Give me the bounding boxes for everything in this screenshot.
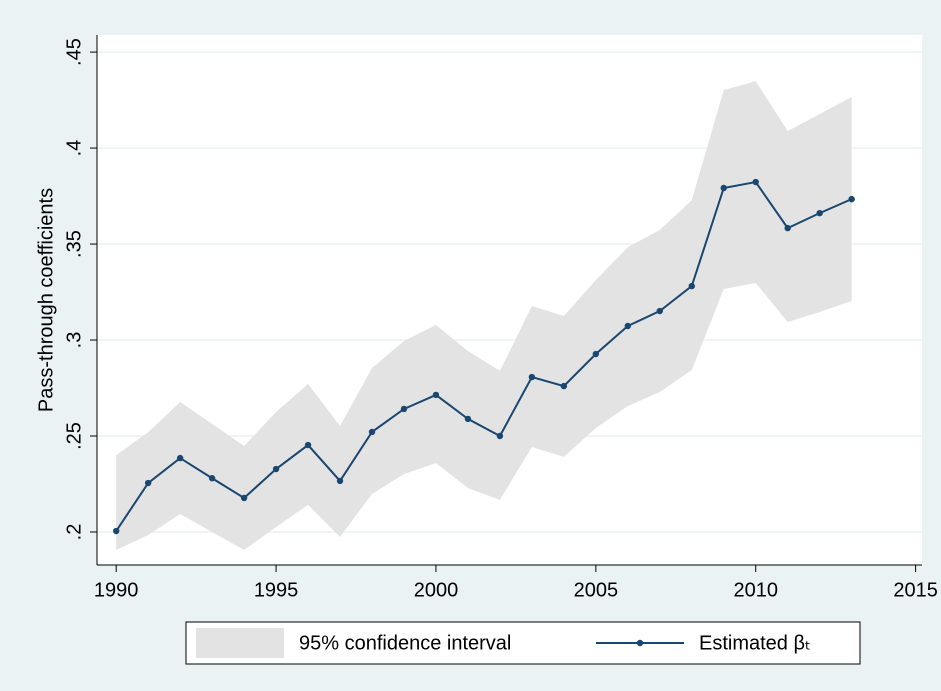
point <box>592 350 600 358</box>
point <box>496 432 504 440</box>
point <box>432 391 440 399</box>
y-tick-label: .4 <box>63 140 85 157</box>
y-axis-label: Pass-through coefficients <box>35 188 57 412</box>
x-tick-label: 1995 <box>254 579 299 601</box>
legend-label: Estimated βₜ <box>699 632 811 654</box>
point <box>624 322 632 330</box>
point <box>304 441 312 449</box>
x-tick-label: 1990 <box>94 579 139 601</box>
point <box>144 479 152 487</box>
point <box>464 415 472 423</box>
y-tick-label: .2 <box>63 524 85 541</box>
x-tick-label: 2015 <box>893 579 938 601</box>
point <box>336 477 344 485</box>
point <box>784 224 791 232</box>
x-tick-label: 2000 <box>414 579 459 601</box>
point <box>816 209 823 217</box>
point <box>208 475 216 482</box>
legend-swatch <box>196 628 284 658</box>
legend <box>185 621 861 665</box>
x-tick-label: 2005 <box>574 579 619 601</box>
point <box>560 382 568 390</box>
point <box>720 184 727 192</box>
point <box>176 454 184 462</box>
point <box>656 307 663 315</box>
y-tick-label: .45 <box>63 38 85 66</box>
point <box>368 428 376 436</box>
x-tick-label: 2010 <box>733 579 778 601</box>
point <box>272 465 280 473</box>
y-tick-label: .3 <box>63 332 85 349</box>
y-tick-label: .25 <box>63 422 85 450</box>
point <box>848 195 855 203</box>
y-tick-label: .35 <box>63 230 85 258</box>
series-line <box>115 180 853 532</box>
point <box>240 494 248 502</box>
point <box>112 527 120 535</box>
confidence-band <box>116 81 852 551</box>
point <box>400 405 408 413</box>
point <box>528 373 536 381</box>
point <box>752 178 759 186</box>
point <box>688 282 695 290</box>
legend-marker <box>636 639 644 647</box>
legend-label: 95% confidence interval <box>299 632 511 654</box>
